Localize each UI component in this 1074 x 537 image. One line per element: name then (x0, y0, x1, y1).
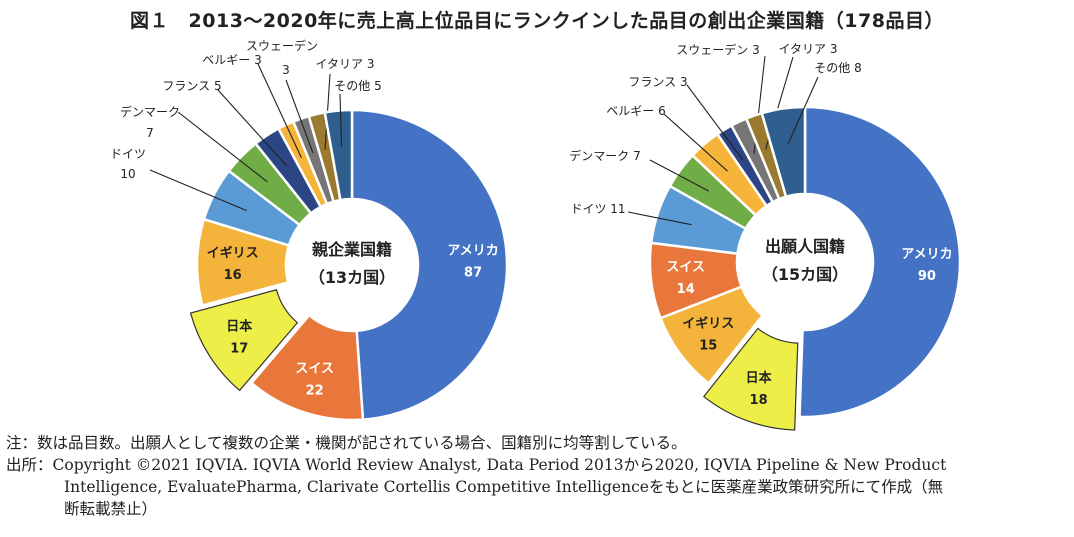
slice-label: フランス 5 (162, 79, 221, 93)
slice-label: イギリス (207, 245, 259, 261)
slice-label: その他 8 (814, 61, 861, 75)
slice-その他 (323, 108, 354, 202)
slice-label: 日本 (226, 318, 252, 334)
slice-label: ベルギー 3 (202, 53, 261, 67)
slice-value: 3 (282, 63, 290, 77)
slice-value: 16 (224, 268, 242, 283)
leader-line (787, 76, 819, 144)
slice-日本 (702, 327, 799, 431)
slice-アメリカ (798, 105, 962, 419)
slice-label: アメリカ (901, 247, 952, 262)
leader-line (217, 89, 288, 167)
slice-label: イギリス (682, 315, 734, 331)
donut-chart-2: アメリカ 90 日本 18 イギリス 15 スイス 14 ドイツ 11 デンマーク 7 ベルギー 6… (569, 42, 962, 431)
slice-日本 (189, 289, 299, 392)
slice-label: ドイツ 11 (570, 202, 625, 216)
slice-label: スイス (295, 361, 334, 376)
leader-line (285, 79, 314, 154)
donut-chart-1: アメリカ 87 スイス 22 日本 17 イギリス 16 ドイツ 10 デンマーク 7 フランス 5 ベル… (110, 38, 509, 422)
slice-value: 90 (918, 269, 936, 284)
slice-label: ドイツ (110, 147, 146, 161)
slice-label: イタリア 3 (779, 42, 838, 56)
notes: 注：数は品目数。出願人として複数の企業・機関が記されている場合、国籍別に均等割し… (6, 432, 946, 520)
leader-line (663, 113, 728, 172)
center-label: （13カ国） (309, 268, 395, 287)
source-text-cont2: 断転載禁止） (64, 500, 158, 518)
center-label: 出願人国籍 (765, 237, 845, 256)
slice-value: 17 (230, 341, 248, 356)
slice-label: スイス (666, 260, 705, 275)
slice-label: スウェーデン 3 (676, 42, 759, 57)
slice-label: 日本 (746, 370, 772, 386)
center-label: （15カ国） (762, 265, 848, 284)
slice-label: ベルギー 6 (606, 104, 665, 118)
slice-value: 87 (464, 266, 482, 281)
leader-line (686, 84, 744, 161)
slice-value: 7 (146, 126, 154, 140)
leader-line (649, 159, 710, 192)
slice-アメリカ (350, 108, 509, 421)
slice-スイス (249, 313, 365, 422)
source-text: 出所：Copyright ©2021 IQVIA. IQVIA World Re… (6, 456, 947, 474)
leader-line (149, 169, 247, 212)
slice-label: フランス 3 (628, 75, 687, 89)
slice-label: イタリア 3 (316, 57, 375, 71)
figure-title: 図１ 2013〜2020年に売上高上位品目にランクインした品目の創出企業国籍（1… (130, 10, 944, 32)
source-text-cont: Intelligence, EvaluatePharma, Clarivate … (64, 478, 944, 496)
note-text: 注：数は品目数。出願人として複数の企業・機関が記されている場合、国籍別に均等割し… (6, 434, 687, 452)
slice-value: 10 (120, 167, 135, 181)
leader-line (177, 111, 268, 183)
slice-value: 22 (306, 383, 324, 398)
leader-line (339, 93, 343, 147)
leader-line (257, 63, 302, 159)
leader-line (627, 211, 692, 226)
slice-value: 18 (750, 393, 768, 408)
slice-label: アメリカ (447, 244, 498, 259)
slice-label: デンマーク (120, 104, 180, 119)
center-label: 親企業国籍 (312, 240, 392, 259)
slice-value: 14 (677, 282, 695, 297)
slice-label: デンマーク 7 (569, 148, 640, 163)
slice-label: その他 5 (334, 79, 381, 93)
slice-label: スウェーデン (246, 38, 318, 53)
slice-value: 15 (699, 338, 717, 353)
